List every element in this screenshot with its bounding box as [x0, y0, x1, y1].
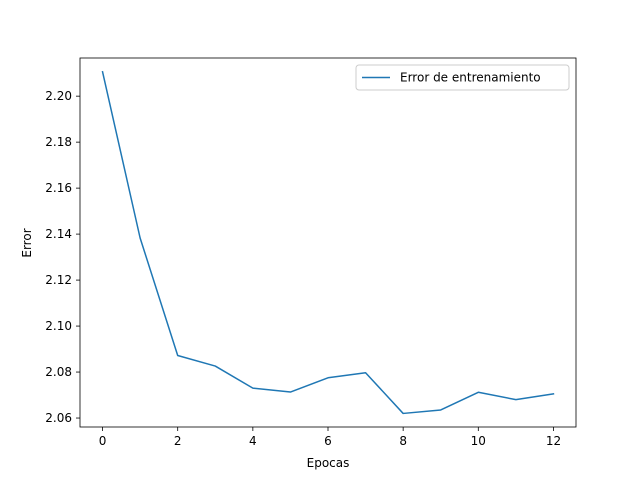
x-axis: 0 2 4 6 8 10 12 — [99, 427, 561, 448]
x-tick-label: 12 — [546, 434, 561, 448]
y-tick-label: 2.06 — [45, 411, 72, 425]
x-tick-label: 8 — [399, 434, 407, 448]
y-tick-label: 2.12 — [45, 273, 72, 287]
x-axis-label: Epocas — [307, 456, 350, 470]
x-tick-label: 10 — [471, 434, 486, 448]
x-tick-label: 0 — [99, 434, 107, 448]
x-tick-label: 4 — [249, 434, 257, 448]
y-tick-label: 2.16 — [45, 181, 72, 195]
y-tick-label: 2.10 — [45, 319, 72, 333]
y-tick-label: 2.14 — [45, 227, 72, 241]
legend-label: Error de entrenamiento — [400, 71, 541, 85]
y-axis-label: Error — [20, 228, 34, 257]
x-tick-label: 6 — [324, 434, 332, 448]
y-tick-label: 2.20 — [45, 89, 72, 103]
y-axis: 2.06 2.08 2.10 2.12 2.14 2.16 2.18 2.20 — [45, 89, 80, 425]
legend: Error de entrenamiento — [356, 65, 569, 90]
plot-frame — [80, 58, 576, 427]
y-tick-label: 2.18 — [45, 135, 72, 149]
y-tick-label: 2.08 — [45, 365, 72, 379]
x-tick-label: 2 — [174, 434, 182, 448]
plot-area — [80, 58, 576, 427]
